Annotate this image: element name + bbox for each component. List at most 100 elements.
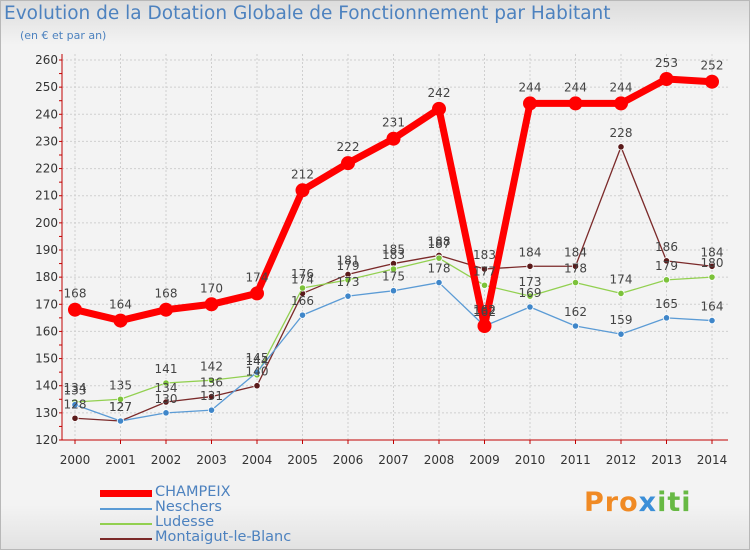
data-point-montaigut-le-blanc xyxy=(480,265,489,273)
y-tick-label: 200 xyxy=(35,216,58,230)
y-tick-label: 260 xyxy=(35,53,58,67)
x-tick-label: 2009 xyxy=(469,453,500,467)
chart-title: Evolution de la Dotation Globale de Fonc… xyxy=(4,3,611,24)
y-tick-label: 250 xyxy=(35,80,58,94)
data-label-montaigut-le-blanc: 185 xyxy=(382,243,405,257)
x-tick-label: 2004 xyxy=(242,453,273,467)
data-label-champeix: 253 xyxy=(655,56,678,70)
data-point-champeix xyxy=(250,286,264,301)
data-label-montaigut-le-blanc: 174 xyxy=(291,272,314,286)
data-label-neschers: 178 xyxy=(428,262,451,276)
data-point-champeix xyxy=(159,302,173,317)
data-label-ludesse: 180 xyxy=(701,256,724,270)
data-label-montaigut-le-blanc: 181 xyxy=(337,253,360,267)
data-label-neschers: 166 xyxy=(291,294,314,308)
x-tick-label: 2001 xyxy=(105,453,136,467)
data-point-champeix xyxy=(113,313,128,328)
y-tick-label: 150 xyxy=(35,352,58,366)
data-point-champeix xyxy=(204,297,219,312)
data-label-montaigut-le-blanc: 184 xyxy=(701,245,724,259)
data-label-neschers: 133 xyxy=(64,384,87,398)
data-label-montaigut-le-blanc: 188 xyxy=(428,234,451,248)
data-label-montaigut-le-blanc: 128 xyxy=(64,397,87,411)
x-tick-label: 2011 xyxy=(560,453,591,467)
x-tick-label: 2002 xyxy=(151,453,182,467)
y-tick-label: 130 xyxy=(35,406,58,420)
data-point-neschers xyxy=(708,316,716,325)
data-point-champeix xyxy=(341,156,355,171)
data-point-neschers xyxy=(571,322,580,330)
data-point-neschers xyxy=(116,417,125,425)
data-label-champeix: 212 xyxy=(291,167,314,181)
data-label-champeix: 170 xyxy=(200,281,223,295)
data-label-ludesse: 187 xyxy=(428,237,451,251)
legend-swatch-champeix xyxy=(100,490,152,497)
data-point-neschers xyxy=(617,330,625,338)
x-tick-label: 2014 xyxy=(697,453,728,467)
data-label-ludesse: 144 xyxy=(246,354,269,368)
data-point-montaigut-le-blanc xyxy=(617,143,625,151)
legend-label-neschers: Neschers xyxy=(155,499,222,515)
data-label-ludesse: 173 xyxy=(519,275,542,289)
data-point-montaigut-le-blanc xyxy=(708,262,716,270)
data-point-ludesse xyxy=(435,254,443,262)
legend-label-ludesse: Ludesse xyxy=(155,514,215,530)
data-point-neschers xyxy=(162,409,170,417)
data-label-ludesse: 179 xyxy=(655,259,678,273)
data-point-champeix xyxy=(432,101,446,116)
y-tick-label: 120 xyxy=(35,433,58,447)
data-label-ludesse: 183 xyxy=(382,248,405,262)
data-label-neschers: 162 xyxy=(564,305,587,319)
y-tick-label: 190 xyxy=(35,243,58,257)
data-point-neschers xyxy=(253,368,261,376)
data-point-neschers xyxy=(298,311,307,319)
data-point-montaigut-le-blanc xyxy=(253,382,261,390)
data-label-neschers: 159 xyxy=(610,313,633,327)
data-label-ludesse: 174 xyxy=(610,272,633,286)
data-label-neschers: 173 xyxy=(337,275,360,289)
data-point-champeix xyxy=(659,72,674,86)
data-label-champeix: 244 xyxy=(564,80,587,94)
proxiti-logo: Proxiti xyxy=(584,487,692,518)
data-label-montaigut-le-blanc: 136 xyxy=(200,376,223,390)
data-point-champeix xyxy=(295,183,310,198)
data-label-champeix: 162 xyxy=(473,303,496,317)
data-label-champeix: 244 xyxy=(610,80,633,94)
x-tick-label: 2000 xyxy=(60,453,91,467)
data-point-montaigut-le-blanc xyxy=(162,398,170,406)
y-tick-label: 140 xyxy=(35,379,58,393)
data-label-neschers: 165 xyxy=(655,297,678,311)
data-point-champeix xyxy=(614,96,628,111)
data-point-ludesse xyxy=(207,376,216,384)
data-point-neschers xyxy=(526,303,534,311)
data-label-ludesse: 141 xyxy=(155,362,178,376)
data-point-champeix xyxy=(386,131,401,146)
data-label-montaigut-le-blanc: 184 xyxy=(564,245,587,259)
data-label-neschers: 131 xyxy=(200,389,223,403)
data-point-ludesse xyxy=(526,292,534,300)
data-point-champeix xyxy=(705,74,719,89)
data-point-ludesse xyxy=(389,265,398,273)
data-point-ludesse xyxy=(116,395,125,403)
data-label-ludesse: 134 xyxy=(64,381,87,395)
data-label-ludesse: 176 xyxy=(291,267,314,281)
data-point-montaigut-le-blanc xyxy=(526,262,534,270)
data-label-montaigut-le-blanc: 134 xyxy=(155,381,178,395)
data-point-ludesse xyxy=(298,284,307,292)
data-point-ludesse xyxy=(571,278,580,287)
legend-swatch-ludesse xyxy=(100,523,152,525)
data-label-neschers: 175 xyxy=(382,270,405,284)
data-label-neschers: 145 xyxy=(246,351,269,365)
data-point-champeix xyxy=(68,302,82,317)
data-point-neschers xyxy=(389,287,398,295)
data-label-ludesse: 142 xyxy=(200,359,223,373)
legend-label-montaigut: Montaigut-le-Blanc xyxy=(155,529,292,545)
data-label-champeix: 168 xyxy=(155,287,178,301)
x-tick-label: 2003 xyxy=(196,453,227,467)
data-label-montaigut-le-blanc: 228 xyxy=(610,126,633,140)
x-tick-label: 2006 xyxy=(333,453,364,467)
data-label-champeix: 231 xyxy=(382,116,405,130)
data-label-ludesse: 177 xyxy=(473,264,496,278)
data-label-montaigut-le-blanc: 183 xyxy=(473,248,496,262)
y-tick-label: 230 xyxy=(35,134,58,148)
